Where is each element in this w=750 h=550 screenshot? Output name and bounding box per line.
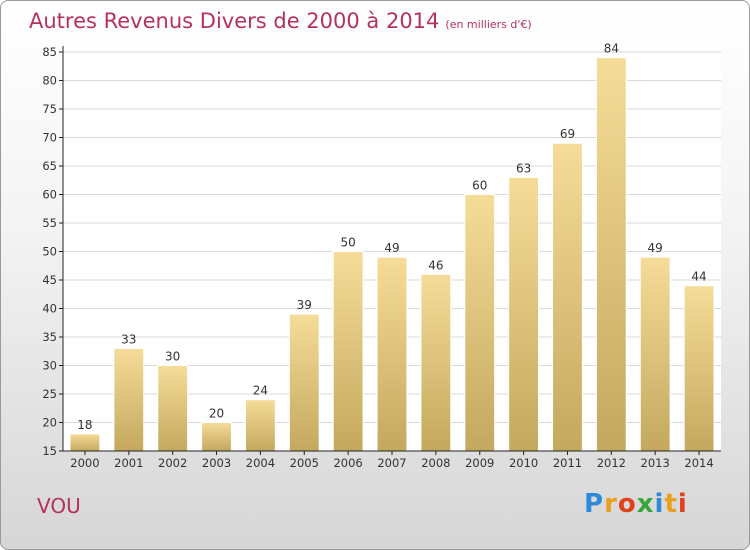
x-tick-label: 2000 [70,456,99,470]
data-label: 46 [428,258,443,272]
data-label: 69 [560,127,575,141]
y-tick-label: 60 [42,188,57,202]
data-label: 63 [516,161,531,175]
data-label: 50 [340,236,355,250]
y-tick-label: 15 [42,444,57,458]
data-label: 20 [209,407,224,421]
bar [157,365,189,452]
data-label: 39 [297,298,312,312]
x-tick-label: 2008 [421,456,450,470]
proxiti-logo: Proxiti [584,489,688,519]
bar [683,285,715,452]
y-tick-label: 30 [42,359,57,373]
x-tick-label: 2014 [684,456,713,470]
data-label: 24 [253,384,268,398]
x-tick-label: 2001 [114,456,143,470]
y-tick-label: 35 [42,330,57,344]
x-tick-label: 2007 [377,456,406,470]
bar [595,57,627,452]
x-tick-label: 2005 [290,456,319,470]
y-tick-label: 75 [42,102,57,116]
bar [201,422,232,452]
x-tick-label: 2009 [465,456,494,470]
x-tick-label: 2003 [202,456,231,470]
bar [508,176,540,452]
y-tick-label: 25 [42,387,57,401]
bar [420,273,452,452]
y-tick-label: 55 [42,216,57,230]
x-tick-label: 2013 [641,456,670,470]
x-tick-label: 2006 [333,456,362,470]
bar [464,194,496,452]
y-tick-label: 70 [42,131,57,145]
bar [552,142,583,452]
x-tick-label: 2011 [553,456,582,470]
data-label: 49 [648,241,663,255]
y-tick-label: 65 [42,159,57,173]
chart-title-block: Autres Revenus Divers de 2000 à 2014 (en … [29,9,532,33]
bar [376,256,408,452]
bar [288,313,320,452]
x-tick-label: 2012 [597,456,626,470]
bar [244,399,276,452]
y-tick-label: 50 [42,245,57,259]
y-tick-label: 40 [42,302,57,316]
bar [113,347,145,452]
chart-title: Autres Revenus Divers de 2000 à 2014 [29,9,440,33]
x-tick-label: 2004 [246,456,275,470]
y-tick-label: 45 [42,273,57,287]
bar [639,256,671,452]
x-tick-label: 2002 [158,456,187,470]
y-tick-label: 20 [42,416,57,430]
chart-subtitle: (en milliers d'€) [445,18,532,31]
data-label: 84 [604,42,619,56]
bar [69,433,101,452]
data-label: 49 [384,241,399,255]
city-name: VOU [37,494,81,518]
y-tick-label: 85 [42,45,57,59]
data-label: 30 [165,350,180,364]
bar [332,251,364,452]
y-tick-label: 80 [42,74,57,88]
data-label: 60 [472,179,487,193]
data-label: 33 [121,332,136,346]
x-tick-label: 2010 [509,456,538,470]
data-label: 18 [77,418,92,432]
data-label: 44 [691,270,706,284]
